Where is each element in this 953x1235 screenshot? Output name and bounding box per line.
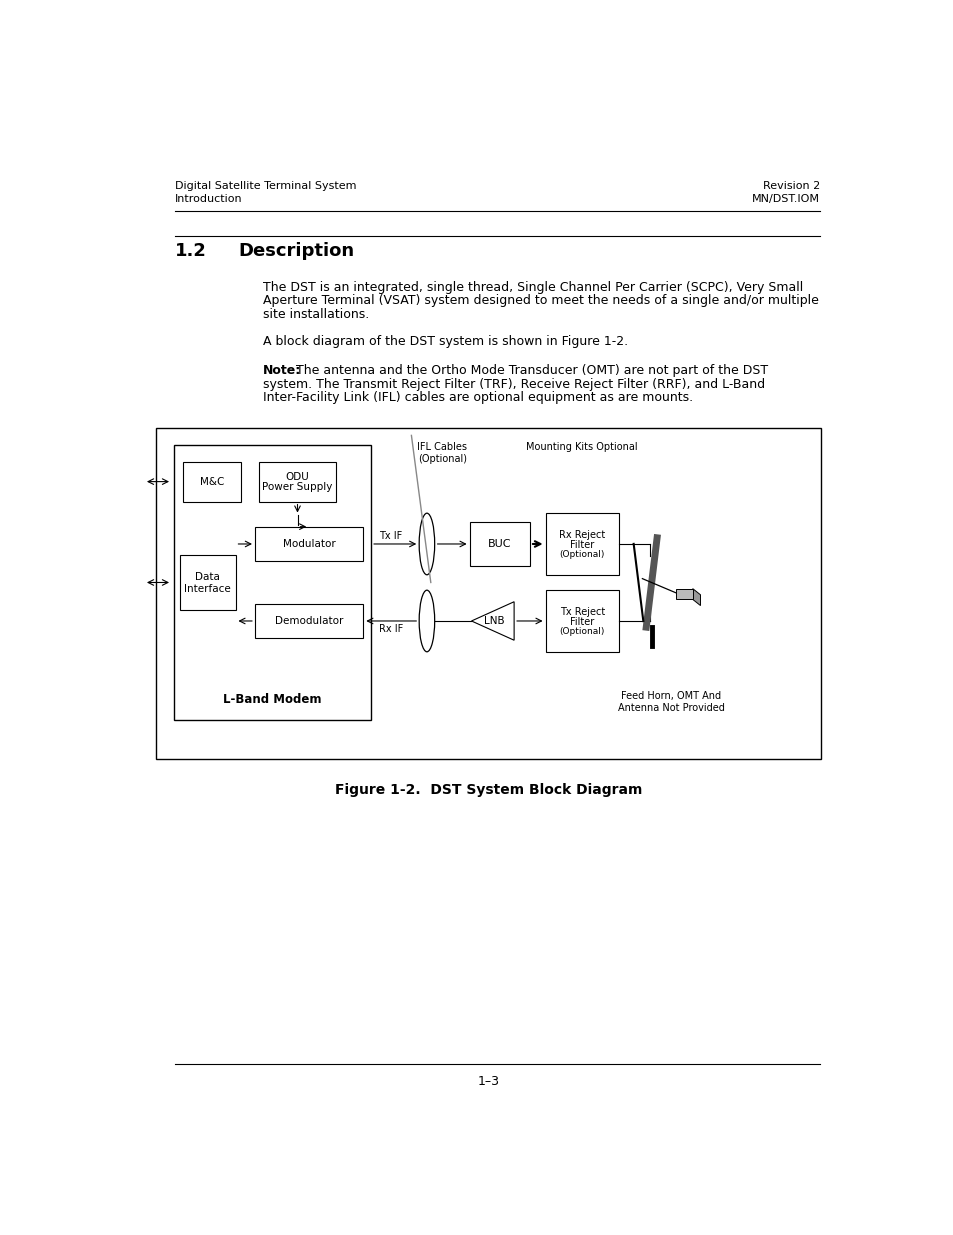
Text: site installations.: site installations.	[262, 308, 369, 321]
Text: MN/DST.IOM: MN/DST.IOM	[751, 194, 819, 204]
Bar	[254, 604, 363, 638]
Bar	[179, 555, 235, 610]
Text: The antenna and the Ortho Mode Transducer (OMT) are not part of the DST: The antenna and the Ortho Mode Transduce…	[292, 364, 767, 377]
Text: Figure 1-2.  DST System Block Diagram: Figure 1-2. DST System Block Diagram	[335, 783, 642, 798]
Text: Introduction: Introduction	[174, 194, 242, 204]
Text: Interface: Interface	[184, 584, 231, 594]
Bar	[156, 427, 821, 758]
Text: IFL Cables: IFL Cables	[417, 442, 467, 452]
Text: 1.2: 1.2	[174, 242, 207, 261]
Text: 1–3: 1–3	[477, 1074, 499, 1088]
Text: Aperture Terminal (VSAT) system designed to meet the needs of a single and/or mu: Aperture Terminal (VSAT) system designed…	[262, 294, 818, 308]
Bar	[254, 526, 363, 561]
Text: (Optional): (Optional)	[417, 453, 466, 463]
Text: M&C: M&C	[199, 477, 224, 487]
Text: The DST is an integrated, single thread, Single Channel Per Carrier (SCPC), Very: The DST is an integrated, single thread,…	[262, 280, 802, 294]
Text: Antenna Not Provided: Antenna Not Provided	[617, 704, 723, 714]
Text: Tx IF: Tx IF	[378, 531, 402, 541]
Text: ODU: ODU	[285, 472, 309, 482]
Text: Demodulator: Demodulator	[274, 616, 343, 626]
Text: Filter: Filter	[570, 540, 594, 550]
Ellipse shape	[418, 590, 435, 652]
Text: Power Supply: Power Supply	[262, 482, 333, 492]
Bar	[675, 589, 692, 599]
Text: Digital Satellite Terminal System: Digital Satellite Terminal System	[174, 180, 356, 190]
Text: (Optional): (Optional)	[559, 551, 604, 559]
Bar	[183, 462, 241, 501]
Text: system. The Transmit Reject Filter (TRF), Receive Reject Filter (RRF), and L-Ban: system. The Transmit Reject Filter (TRF)…	[262, 378, 764, 390]
Polygon shape	[692, 589, 700, 605]
Text: Data: Data	[195, 572, 220, 582]
Bar	[545, 590, 618, 652]
Text: Filter: Filter	[570, 616, 594, 626]
Ellipse shape	[418, 514, 435, 574]
Text: (Optional): (Optional)	[559, 627, 604, 636]
Text: Description: Description	[238, 242, 355, 261]
Text: A block diagram of the DST system is shown in Figure 1-2.: A block diagram of the DST system is sho…	[262, 335, 627, 347]
Text: BUC: BUC	[488, 538, 511, 550]
Bar	[173, 445, 371, 720]
Text: L-Band Modem: L-Band Modem	[223, 693, 321, 706]
Text: Modulator: Modulator	[282, 538, 335, 550]
Text: Tx Reject: Tx Reject	[559, 606, 604, 616]
Polygon shape	[471, 621, 514, 640]
Text: Inter-Facility Link (IFL) cables are optional equipment as are mounts.: Inter-Facility Link (IFL) cables are opt…	[262, 391, 692, 404]
Text: Rx Reject: Rx Reject	[558, 530, 605, 540]
Text: Rx IF: Rx IF	[378, 624, 403, 634]
Text: Note:: Note:	[262, 364, 300, 377]
Text: Feed Horn, OMT And: Feed Horn, OMT And	[620, 692, 720, 701]
Text: LNB: LNB	[483, 616, 504, 626]
Bar	[545, 514, 618, 574]
Bar	[469, 522, 530, 566]
Polygon shape	[471, 601, 514, 640]
Bar	[258, 462, 335, 501]
Text: Mounting Kits Optional: Mounting Kits Optional	[526, 442, 638, 452]
Text: Revision 2: Revision 2	[761, 180, 819, 190]
